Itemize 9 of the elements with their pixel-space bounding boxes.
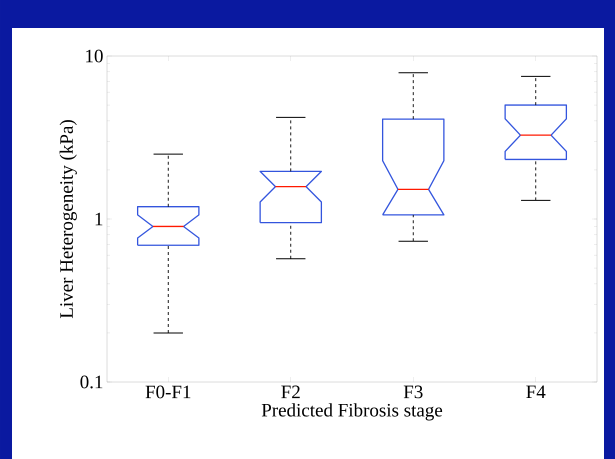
y-tick-label: 0.1 <box>80 376 102 388</box>
y-axis-title: Liver Heterogeneity (kPa) <box>60 120 77 318</box>
x-tick-label: F2 <box>281 386 300 398</box>
y-tick-label: 1 <box>96 212 102 226</box>
x-axis-title: Predicted Fibrosis stage <box>262 403 442 420</box>
x-tick-label: F4 <box>526 386 546 398</box>
y-tick-label: 10 <box>86 50 103 62</box>
x-tick-label: F0-F1 <box>146 386 190 398</box>
x-tick-label: F3 <box>404 386 423 398</box>
